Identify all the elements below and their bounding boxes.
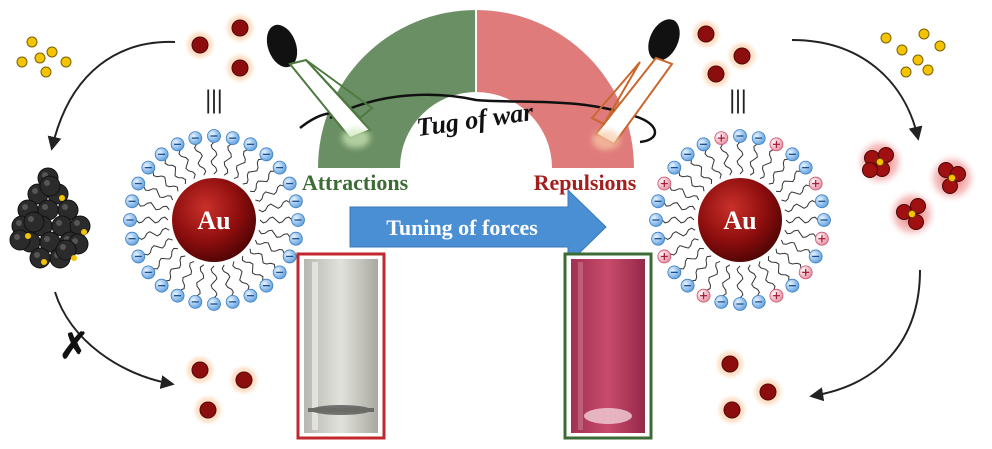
yellow-nanoparticle-icon <box>922 64 934 76</box>
right-au-label: Au <box>723 206 756 235</box>
yellow-nanoparticle-icon <box>934 40 946 52</box>
yellow-nanoparticle-icon <box>26 36 38 48</box>
gold-nanoparticle-icon <box>759 383 777 401</box>
right-cuvette-icon <box>563 252 653 440</box>
yellow-nanoparticle-icon <box>896 44 908 56</box>
gold-nanoparticle-icon <box>231 19 249 37</box>
yellow-nanoparticle-icon <box>880 32 892 44</box>
left-ligand-shell <box>123 129 305 311</box>
left-hand-icon <box>266 24 374 148</box>
right-gold-core <box>698 178 782 262</box>
gold-nanoparticle-icon <box>191 361 209 379</box>
left-gold-core <box>172 178 256 262</box>
right-ligand-shell <box>649 129 831 311</box>
attraction-sector <box>318 10 476 168</box>
yellow-nanoparticle-icon <box>40 66 52 78</box>
yellow-nanoparticle-icon <box>918 28 930 40</box>
yellow-nanoparticle-icon <box>34 52 46 64</box>
gold-nanoparticle-icon <box>733 47 751 65</box>
yellow-nanoparticle-icon <box>60 56 72 68</box>
gold-nanoparticle-icon <box>697 25 715 43</box>
tuning-label: Tuning of forces <box>386 215 538 240</box>
cross-icon: ✗ <box>59 326 89 366</box>
gold-nanoparticle-icon <box>191 36 209 54</box>
left-equivalence-mark: ||| <box>205 85 222 114</box>
gold-nanoparticle-icon <box>721 355 739 373</box>
gold-nanoparticle-groups <box>183 11 785 427</box>
gold-nanoparticle-icon <box>707 65 725 83</box>
yellow-nanoparticle-icon <box>912 54 924 66</box>
red-cluster-icons <box>854 136 978 240</box>
yellow-nanoparticle-icon <box>16 56 28 68</box>
left-au-label: Au <box>197 206 230 235</box>
repulsions-label: Repulsions <box>534 170 637 195</box>
yellow-nanoparticle-groups <box>16 28 946 78</box>
gold-nanoparticle-icon <box>723 401 741 419</box>
rope <box>329 93 657 144</box>
yellow-nanoparticle-icon <box>900 66 912 78</box>
right-hand-icon <box>590 19 680 150</box>
repulsion-sector <box>476 10 634 168</box>
cycle-arrows <box>47 39 923 402</box>
yellow-nanoparticle-icon <box>46 46 58 58</box>
gold-nanoparticle-icon <box>235 371 253 389</box>
gold-nanoparticle-icon <box>231 59 249 77</box>
left-cuvette-icon <box>296 252 386 440</box>
gold-nanoparticle-icon <box>199 401 217 419</box>
aggregate-icon <box>9 167 91 269</box>
attractions-label: Attractions <box>302 170 409 195</box>
right-equivalence-mark: ||| <box>729 85 746 114</box>
tuning-arrow: Tuning of forces <box>349 188 607 266</box>
